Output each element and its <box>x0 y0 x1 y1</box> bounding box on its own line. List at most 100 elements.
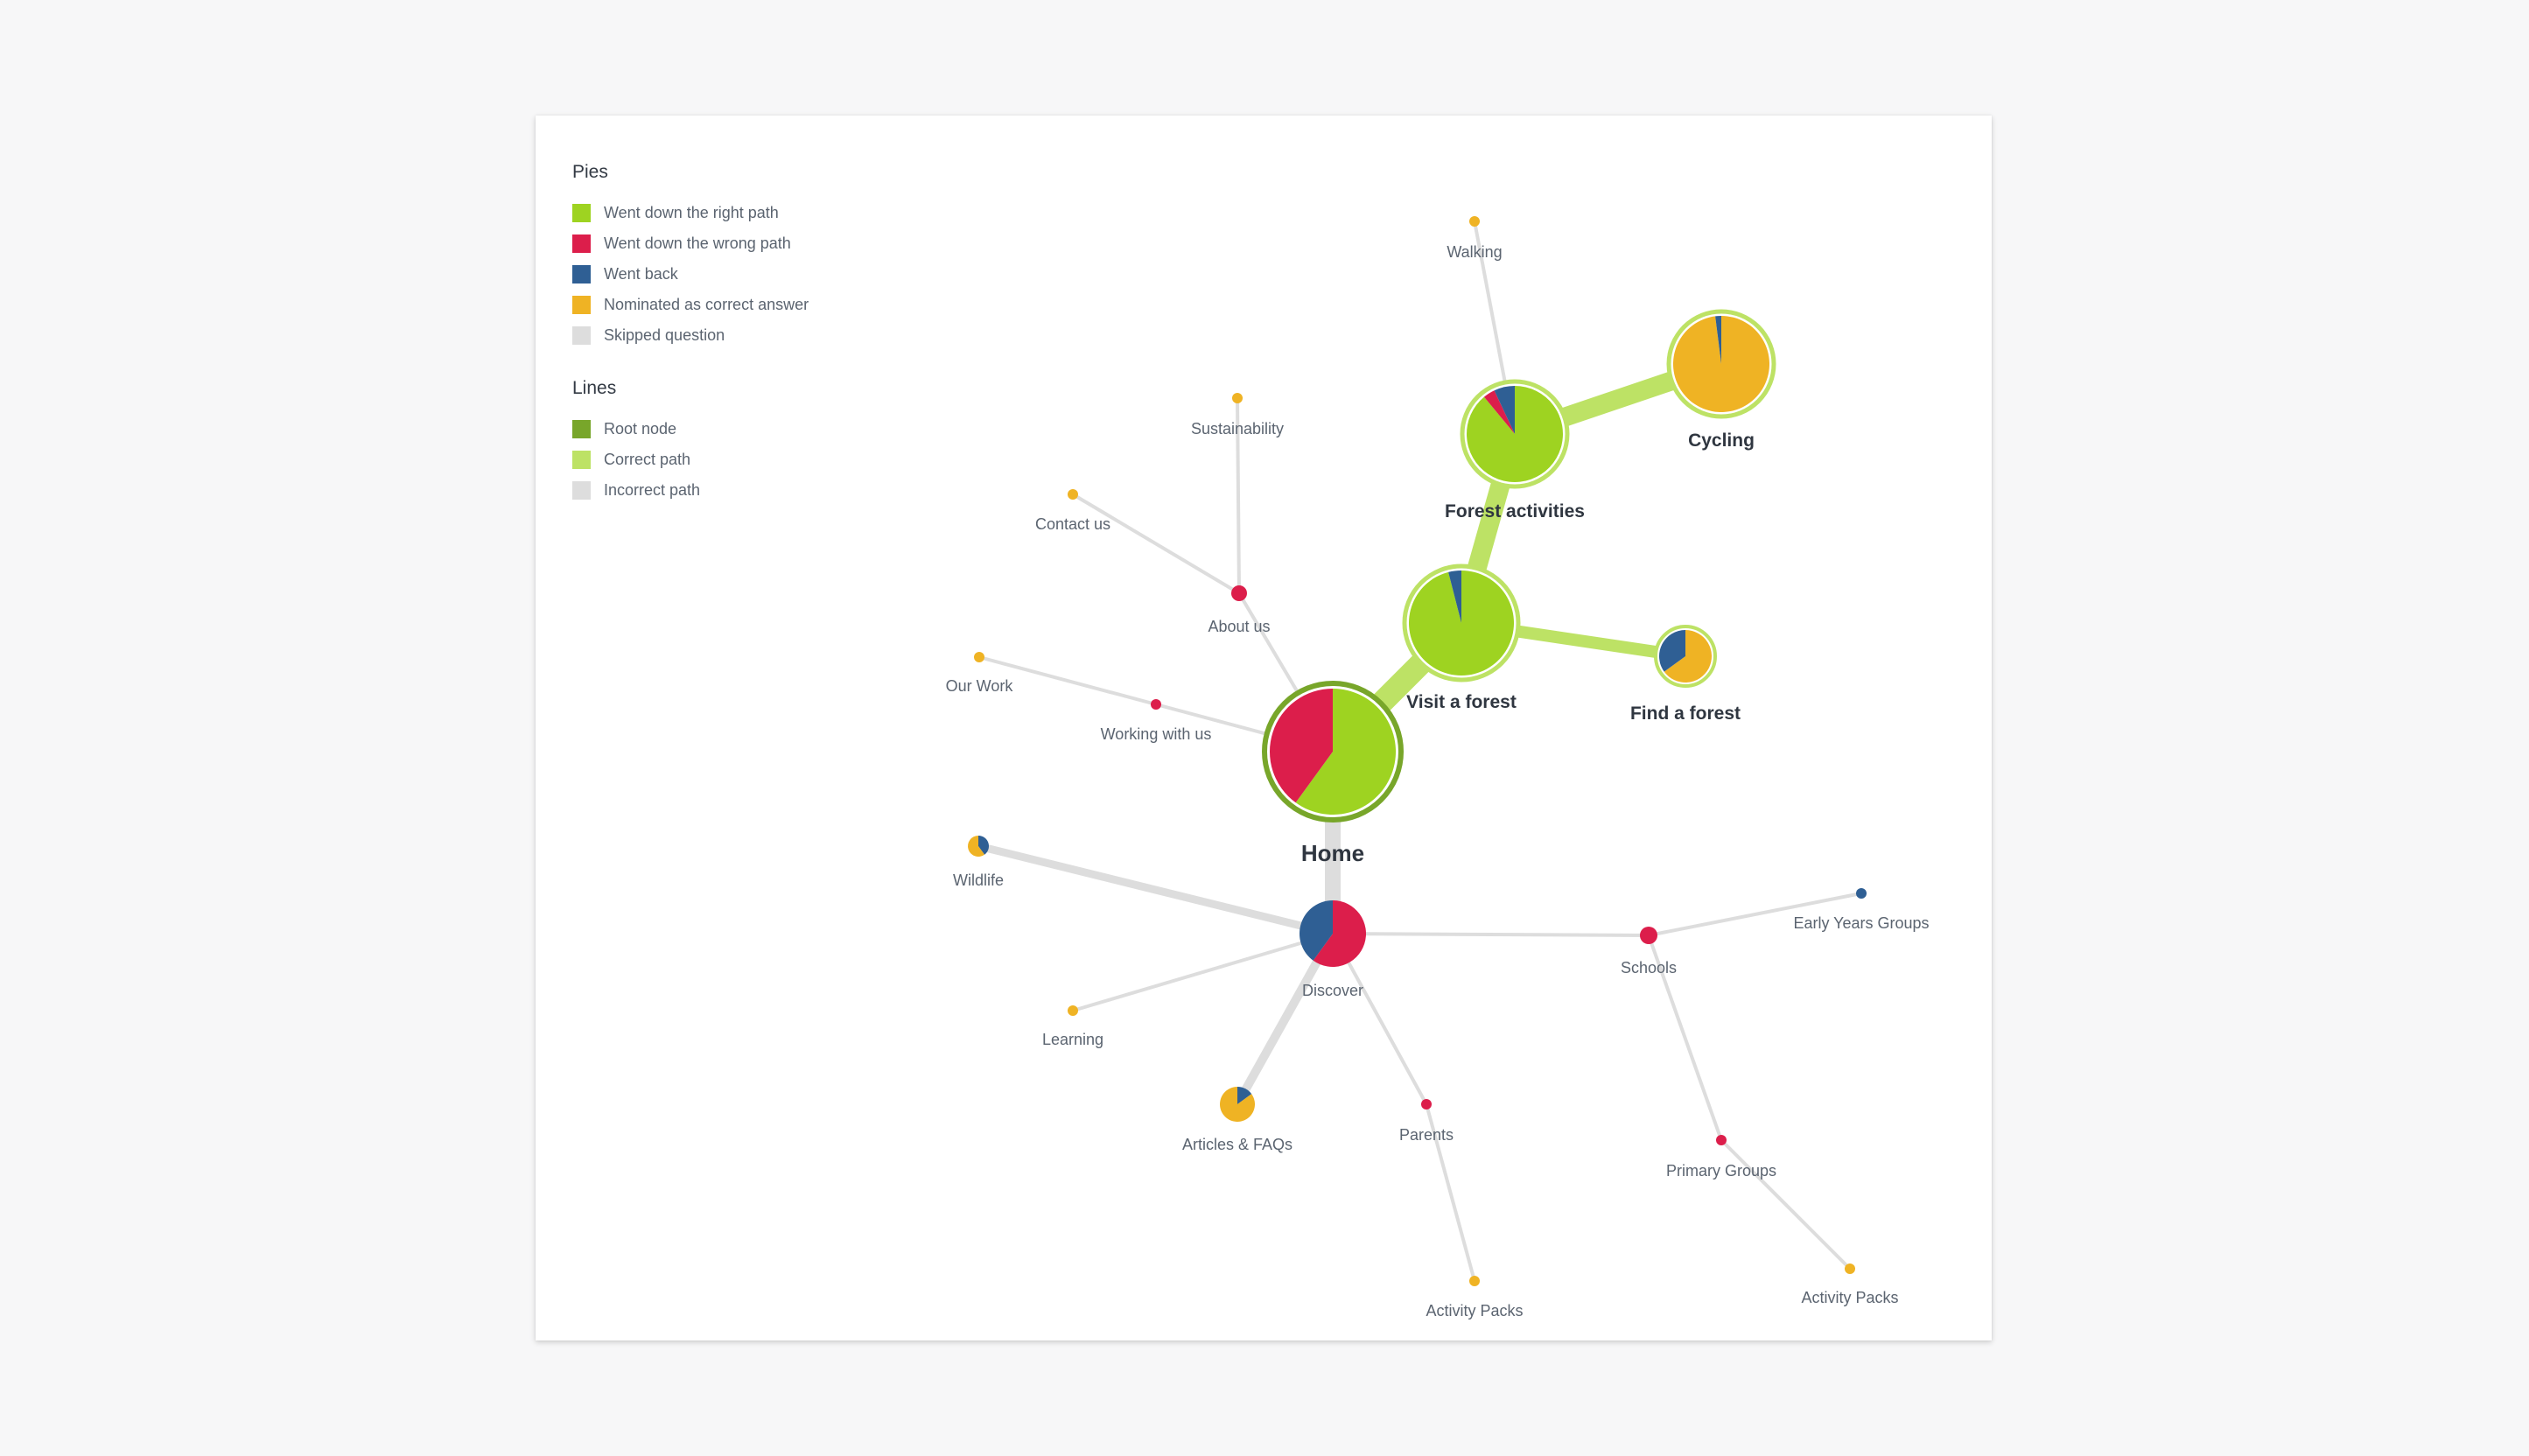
node-articles[interactable]: Articles & FAQs <box>1182 1087 1293 1153</box>
node-label: Contact us <box>1035 515 1110 533</box>
legend-swatch <box>572 451 591 469</box>
pie-slice-wrong <box>1270 689 1333 803</box>
node-label: Primary Groups <box>1666 1162 1776 1180</box>
legend-label: Went down the wrong path <box>604 234 791 252</box>
legend: Pies Went down the right path Went down … <box>572 161 809 532</box>
node-ourwork[interactable]: Our Work <box>946 652 1014 695</box>
node-label: Forest activities <box>1445 501 1585 522</box>
legend-label: Correct path <box>604 451 691 468</box>
node-label: About us <box>1208 618 1270 635</box>
legend-label: Went down the right path <box>604 204 779 221</box>
legend-label: Skipped question <box>604 326 725 344</box>
pie-slice-wrong <box>1151 699 1161 710</box>
edge-working-ourwork <box>978 655 1157 706</box>
pie-slice-nominated <box>967 836 985 857</box>
node-label: Visit a forest <box>1406 692 1517 712</box>
pie-slice-nominated <box>1232 393 1243 403</box>
legend-swatch <box>572 326 591 345</box>
pie-slice-back <box>1659 630 1685 672</box>
legend-lines: Lines Root node Correct path Incorrect p… <box>572 377 809 506</box>
pie-slice-back <box>1715 316 1721 364</box>
edge-about-sustain <box>1236 397 1241 594</box>
node-parents[interactable]: Parents <box>1399 1099 1454 1144</box>
node-forest[interactable]: Forest activities <box>1445 379 1585 522</box>
pie-slice-right <box>1295 689 1396 816</box>
pie-slice-nominated <box>1068 1005 1078 1016</box>
pie-slice-nominated <box>1220 1087 1255 1122</box>
pie-slice-nominated <box>1469 216 1480 227</box>
node-activity1[interactable]: Activity Packs <box>1426 1276 1524 1320</box>
pie-slice-back <box>1494 386 1515 434</box>
edge-about-contact <box>1071 493 1241 595</box>
legend-swatch <box>572 204 591 222</box>
pie-slice-wrong <box>1313 900 1366 967</box>
edge-discover-wildlife <box>977 842 1335 938</box>
node-find[interactable]: Find a forest <box>1630 625 1741 724</box>
legend-lines-title: Lines <box>572 378 617 398</box>
node-label: Cycling <box>1688 430 1755 451</box>
legend-item-correct-path: Correct path <box>572 444 809 475</box>
pie-slice-back <box>1300 900 1333 961</box>
node-wildlife[interactable]: Wildlife <box>953 836 1004 889</box>
edge-schools-early <box>1648 892 1862 937</box>
node-label: Discover <box>1302 982 1363 999</box>
pie-slice-wrong <box>1716 1135 1727 1145</box>
node-schools[interactable]: Schools <box>1621 927 1677 976</box>
node-label: Find a forest <box>1630 704 1741 724</box>
pie-slice-nominated <box>1068 489 1078 500</box>
pie-slice-nominated <box>1845 1264 1855 1274</box>
node-about[interactable]: About us <box>1208 585 1271 635</box>
node-label: Wildlife <box>953 872 1004 889</box>
node-label: Learning <box>1042 1031 1103 1048</box>
node-home[interactable]: Home <box>1262 681 1404 866</box>
legend-pies-title: Pies <box>572 162 608 182</box>
node-activity2[interactable]: Activity Packs <box>1801 1264 1899 1306</box>
node-label: Sustainability <box>1191 420 1284 438</box>
node-label: Articles & FAQs <box>1182 1136 1293 1153</box>
node-cycling[interactable]: Cycling <box>1666 309 1776 451</box>
node-contact[interactable]: Contact us <box>1035 489 1110 533</box>
node-sustain[interactable]: Sustainability <box>1191 393 1284 438</box>
pie-slice-back <box>1448 570 1461 623</box>
legend-item-went-back: Went back <box>572 259 809 290</box>
node-label: Schools <box>1621 959 1677 976</box>
pie-slice-back <box>1237 1087 1252 1104</box>
edge-discover-schools <box>1332 932 1650 937</box>
pie-slice-nominated <box>1664 630 1712 682</box>
node-label: Activity Packs <box>1426 1302 1523 1320</box>
pie-slice-back <box>1856 888 1867 899</box>
edge-discover-learning <box>1072 932 1334 1012</box>
tree-diagram-card: Pies Went down the right path Went down … <box>536 116 1992 1340</box>
legend-swatch <box>572 265 591 284</box>
node-learning[interactable]: Learning <box>1042 1005 1103 1048</box>
pie-slice-wrong <box>1640 927 1657 944</box>
pie-slice-wrong <box>1483 390 1515 434</box>
pie-slice-nominated <box>1469 1276 1480 1286</box>
legend-item-right-path: Went down the right path <box>572 198 809 228</box>
node-label: Home <box>1301 840 1364 866</box>
node-label: Early Years Groups <box>1793 914 1929 932</box>
legend-label: Incorrect path <box>604 481 701 499</box>
legend-pies: Pies Went down the right path Went down … <box>572 161 809 351</box>
legend-item-skipped: Skipped question <box>572 320 809 351</box>
pie-slice-nominated <box>1672 316 1769 412</box>
pie-slice-back <box>978 836 989 855</box>
node-working[interactable]: Working with us <box>1101 699 1212 743</box>
legend-label: Went back <box>604 265 678 283</box>
node-primary[interactable]: Primary Groups <box>1666 1135 1776 1180</box>
node-walking[interactable]: Walking <box>1447 216 1503 261</box>
legend-label: Root node <box>604 420 677 438</box>
legend-swatch <box>572 481 591 500</box>
node-label: Working with us <box>1101 725 1212 743</box>
edge-primary-activity2 <box>1720 1138 1852 1270</box>
edge-parents-activity1 <box>1425 1103 1476 1282</box>
legend-item-wrong-path: Went down the wrong path <box>572 228 809 259</box>
legend-swatch <box>572 296 591 314</box>
edge-schools-primary <box>1647 934 1723 1141</box>
node-label: Walking <box>1447 243 1502 261</box>
node-visit[interactable]: Visit a forest <box>1402 564 1521 712</box>
legend-swatch <box>572 420 591 438</box>
legend-label: Nominated as correct answer <box>604 296 809 313</box>
node-discover[interactable]: Discover <box>1300 900 1366 999</box>
node-early[interactable]: Early Years Groups <box>1793 888 1930 932</box>
